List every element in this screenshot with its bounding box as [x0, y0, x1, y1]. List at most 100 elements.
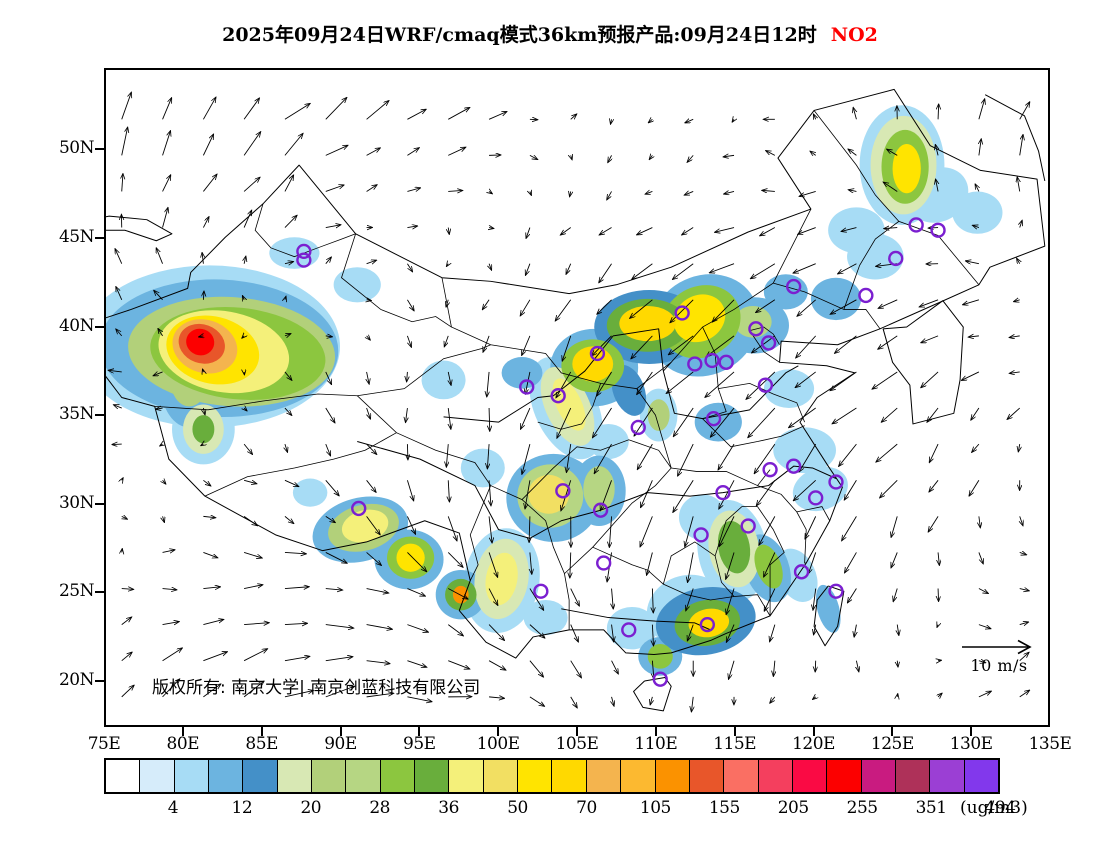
city-marker-icon[interactable]: [652, 671, 668, 687]
wind-vector-arrow: [483, 299, 490, 310]
city-marker-icon[interactable]: [621, 622, 637, 638]
colorbar-swatch-9: [415, 760, 450, 792]
wind-vector-arrow: [121, 685, 134, 698]
city-marker-icon[interactable]: [757, 377, 774, 393]
wind-vector-arrow: [284, 334, 291, 336]
wind-vector-arrow: [488, 624, 504, 641]
city-marker-icon[interactable]: [760, 335, 777, 351]
wind-vector-arrow: [448, 147, 465, 156]
city-marker-icon[interactable]: [296, 243, 312, 260]
wind-vector-arrow: [488, 112, 507, 120]
wind-vector-arrow: [203, 619, 223, 626]
city-marker-icon[interactable]: [596, 555, 612, 571]
field-contour-blob: [528, 474, 570, 514]
city-marker-icon[interactable]: [888, 250, 904, 267]
wind-vector-arrow: [406, 407, 408, 422]
city-marker-icon[interactable]: [704, 352, 720, 369]
wind-vector-arrow: [407, 188, 420, 192]
wind-vector-arrow: [526, 227, 531, 239]
city-marker-icon[interactable]: [699, 616, 716, 633]
city-marker-icon[interactable]: [828, 583, 844, 599]
wind-vector-arrow: [244, 623, 269, 625]
city-marker-icon[interactable]: [555, 483, 571, 499]
wind-vector-arrow: [570, 696, 577, 708]
city-marker-icon[interactable]: [762, 462, 778, 478]
wind-vector-arrow: [407, 148, 419, 156]
wind-vector-arrow: [162, 175, 171, 192]
colorbar-swatch-21: [827, 760, 862, 792]
city-marker-icon[interactable]: [718, 354, 734, 370]
city-marker-icon[interactable]: [589, 345, 606, 362]
wind-vector-arrow: [929, 480, 939, 492]
city-marker-icon[interactable]: [592, 502, 609, 518]
colorbar-tick-50: 50: [507, 798, 528, 818]
city-marker-icon[interactable]: [908, 217, 924, 233]
wind-vector-arrow: [243, 210, 251, 228]
province-boundary: [521, 439, 672, 574]
wind-vector-arrow: [848, 149, 857, 156]
city-marker-icon[interactable]: [693, 527, 709, 543]
wind-vector-arrow: [488, 660, 506, 670]
field-contour-blob: [333, 267, 381, 303]
city-marker-icon[interactable]: [858, 287, 874, 304]
city-marker-icon[interactable]: [351, 500, 367, 517]
wind-vector-arrow: [845, 552, 857, 572]
wind-vector-arrow: [647, 552, 653, 575]
province-boundary: [537, 383, 601, 430]
wind-vector-arrow: [243, 443, 252, 454]
wind-vector-arrow: [935, 145, 938, 156]
y-axis-tick: [95, 591, 104, 594]
wind-vector-arrow: [809, 552, 817, 573]
wind-vector-arrow: [632, 263, 653, 279]
city-marker-icon[interactable]: [793, 564, 810, 580]
city-marker-icon[interactable]: [740, 518, 756, 534]
wind-vector-arrow: [284, 516, 294, 523]
wind-vector-arrow: [367, 336, 371, 340]
wind-vector-arrow: [978, 661, 986, 663]
colorbar-tick-255: 255: [846, 798, 878, 818]
city-marker-icon[interactable]: [550, 388, 566, 404]
wind-vector-arrow: [483, 335, 490, 352]
wind-vector-arrow: [529, 624, 545, 638]
wind-vector-arrow: [406, 335, 411, 347]
colorbar-swatch-18: [724, 760, 759, 792]
city-marker-icon[interactable]: [674, 305, 690, 321]
wind-vector-arrow: [366, 693, 394, 698]
wind-vector-arrow: [929, 443, 939, 462]
x-axis-tick: [260, 727, 263, 736]
wind-vector-arrow: [202, 134, 213, 156]
wind-vector-arrow: [529, 588, 544, 611]
province-boundary: [154, 344, 491, 411]
city-marker-icon[interactable]: [786, 278, 802, 295]
city-marker-icon[interactable]: [930, 222, 946, 238]
y-axis-label-20n: 20N: [58, 669, 95, 690]
city-marker-icon[interactable]: [828, 474, 844, 490]
city-marker-icon[interactable]: [687, 356, 703, 372]
city-marker-icon[interactable]: [786, 458, 802, 474]
wind-vector-arrow: [641, 480, 653, 507]
wind-vector-arrow: [366, 552, 382, 565]
city-marker-icon[interactable]: [715, 484, 731, 501]
wind-vector-arrow: [848, 588, 857, 603]
wind-vector-arrow: [448, 407, 451, 429]
wind-vector-arrow: [687, 624, 694, 641]
wind-vector-arrow: [609, 516, 611, 547]
wind-vector-arrow: [284, 175, 294, 192]
city-marker-icon[interactable]: [705, 411, 722, 427]
y-axis-tick: [95, 237, 104, 240]
colorbar-swatch-17: [689, 760, 725, 792]
colorbar-swatch-11: [483, 760, 519, 792]
province-boundary: [714, 506, 785, 616]
copyright-notice: 版权所有: 南京大学| 南京创蓝科技有限公司: [152, 678, 481, 698]
wind-vector-arrow: [891, 516, 898, 537]
city-marker-icon[interactable]: [519, 379, 535, 395]
city-marker-icon[interactable]: [533, 583, 549, 599]
field-contour-blob: [421, 360, 466, 400]
city-marker-icon[interactable]: [808, 490, 824, 506]
city-marker-icon[interactable]: [296, 252, 312, 268]
wind-vector-arrow: [719, 480, 735, 509]
province-boundary: [662, 541, 735, 597]
city-marker-icon[interactable]: [748, 321, 764, 337]
wind-vector-arrow: [162, 589, 177, 590]
city-marker-icon[interactable]: [630, 419, 646, 436]
